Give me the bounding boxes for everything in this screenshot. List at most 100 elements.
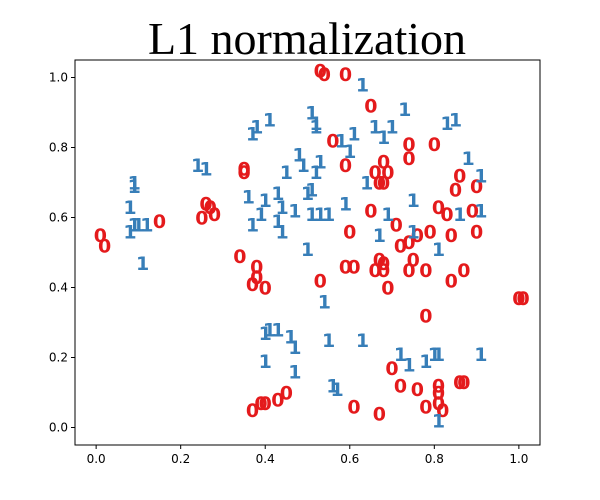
scatter-point-0: 0 xyxy=(254,393,267,415)
scatter-point-0: 0 xyxy=(457,260,470,282)
scatter-point-1: 1 xyxy=(381,204,394,226)
y-axis: 0.0 0.2 0.4 0.6 0.8 1.0 xyxy=(49,71,75,435)
scatter-point-1: 1 xyxy=(259,190,272,212)
scatter-point-1: 1 xyxy=(242,187,255,209)
scatter-point-1: 1 xyxy=(373,225,386,247)
scatter-point-1: 1 xyxy=(432,239,445,261)
scatter-point-1: 1 xyxy=(335,131,348,153)
scatter-point-1: 1 xyxy=(309,117,322,139)
scatter-point-0: 0 xyxy=(457,372,470,394)
scatter-point-1: 1 xyxy=(305,103,318,125)
scatter-point-0: 0 xyxy=(402,148,415,170)
scatter-point-1: 1 xyxy=(432,344,445,366)
scatter-point-0: 0 xyxy=(402,232,415,254)
scatter-point-0: 0 xyxy=(419,260,432,282)
scatter-point-1: 1 xyxy=(246,124,259,146)
scatter-point-1: 1 xyxy=(309,162,322,184)
scatter-point-1: 1 xyxy=(347,124,360,146)
scatter-point-0: 0 xyxy=(381,278,394,300)
scatter-point-0: 0 xyxy=(436,400,449,422)
plot-frame xyxy=(74,59,541,446)
scatter-point-1: 1 xyxy=(276,197,289,219)
scatter-point-0: 0 xyxy=(411,225,424,247)
scatter-point-0: 0 xyxy=(432,376,445,398)
scatter-point-0: 0 xyxy=(153,211,166,233)
scatter-point-0: 0 xyxy=(343,222,356,244)
scatter-point-1: 1 xyxy=(330,379,343,401)
scatter-point-0: 0 xyxy=(237,159,250,181)
scatter-point-1: 1 xyxy=(128,176,141,198)
scatter-point-1: 1 xyxy=(356,330,369,352)
scatter-point-1: 1 xyxy=(402,355,415,377)
scatter-point-0: 0 xyxy=(377,253,390,275)
x-axis: 0.0 0.2 0.4 0.6 0.8 1.0 xyxy=(87,445,528,466)
scatter-point-1: 1 xyxy=(474,344,487,366)
scatter-point-1: 1 xyxy=(271,320,284,342)
scatter-point-1: 1 xyxy=(288,337,301,359)
scatter-point-0: 0 xyxy=(516,288,529,310)
scatter-point-0: 0 xyxy=(199,194,212,216)
scatter-point-1: 1 xyxy=(263,110,276,132)
scatter-point-0: 0 xyxy=(423,222,436,244)
scatter-point-0: 0 xyxy=(259,278,272,300)
scatter-point-1: 1 xyxy=(385,117,398,139)
scatter-point-0: 0 xyxy=(246,274,259,296)
scatter-point-1: 1 xyxy=(305,204,318,226)
scatter-point-1: 1 xyxy=(271,211,284,233)
scatter-point-1: 1 xyxy=(462,148,475,170)
scatter-point-1: 1 xyxy=(339,194,352,216)
scatter-point-0: 0 xyxy=(377,152,390,174)
scatter-point-0: 0 xyxy=(377,260,390,282)
scatter-point-0: 0 xyxy=(407,250,420,272)
scatter-point-1: 1 xyxy=(259,323,272,345)
scatter-point-1: 1 xyxy=(398,99,411,121)
scatter-point-0: 0 xyxy=(411,379,424,401)
scatter-point-1: 1 xyxy=(314,152,327,174)
scatter-point-1: 1 xyxy=(360,173,373,195)
scatter-point-0: 0 xyxy=(259,393,272,415)
scatter-point-1: 1 xyxy=(474,201,487,223)
y-tick-label: 0.2 xyxy=(49,351,68,365)
scatter-point-1: 1 xyxy=(280,162,293,184)
scatter-point-1: 1 xyxy=(305,180,318,202)
scatter-point-1: 1 xyxy=(322,330,335,352)
scatter-point-1: 1 xyxy=(301,239,314,261)
scatter-point-1: 1 xyxy=(297,155,310,177)
scatter-point-0: 0 xyxy=(432,383,445,405)
scatter-point-1: 1 xyxy=(128,215,141,237)
scatter-point-0: 0 xyxy=(246,400,259,422)
scatter-point-1: 1 xyxy=(246,215,259,237)
scatter-point-0: 0 xyxy=(314,61,327,83)
scatter-point-1: 1 xyxy=(449,110,462,132)
scatter-point-1: 1 xyxy=(288,201,301,223)
scatter-point-1: 1 xyxy=(432,411,445,433)
x-tick-label: 1.0 xyxy=(509,452,528,466)
y-tick-label: 0.0 xyxy=(49,421,68,435)
scatter-point-0: 0 xyxy=(402,260,415,282)
scatter-point-1: 1 xyxy=(250,117,263,139)
scatter-point-0: 0 xyxy=(377,173,390,195)
scatter-point-0: 0 xyxy=(364,201,377,223)
chart-title: L1 normalization xyxy=(148,13,466,64)
scatter-point-0: 0 xyxy=(250,267,263,289)
x-tick-label: 0.8 xyxy=(425,452,444,466)
scatter-point-0: 0 xyxy=(369,260,382,282)
scatter-point-1: 1 xyxy=(428,344,441,366)
scatter-point-1: 1 xyxy=(276,222,289,244)
x-tick-label: 0.0 xyxy=(87,452,106,466)
scatter-point-1: 1 xyxy=(132,215,145,237)
y-tick-label: 0.4 xyxy=(49,281,68,295)
scatter-point-0: 0 xyxy=(394,236,407,258)
scatter-point-0: 0 xyxy=(445,271,458,293)
scatter-point-1: 1 xyxy=(322,204,335,226)
scatter-point-0: 0 xyxy=(432,197,445,219)
scatter-point-0: 0 xyxy=(280,383,293,405)
scatter-point-1: 1 xyxy=(128,173,141,195)
scatter-point-0: 0 xyxy=(98,236,111,258)
scatter-point-0: 0 xyxy=(373,250,386,272)
scatter-point-1: 1 xyxy=(394,344,407,366)
scatter-point-0: 0 xyxy=(339,155,352,177)
scatter-point-0: 0 xyxy=(445,225,458,247)
